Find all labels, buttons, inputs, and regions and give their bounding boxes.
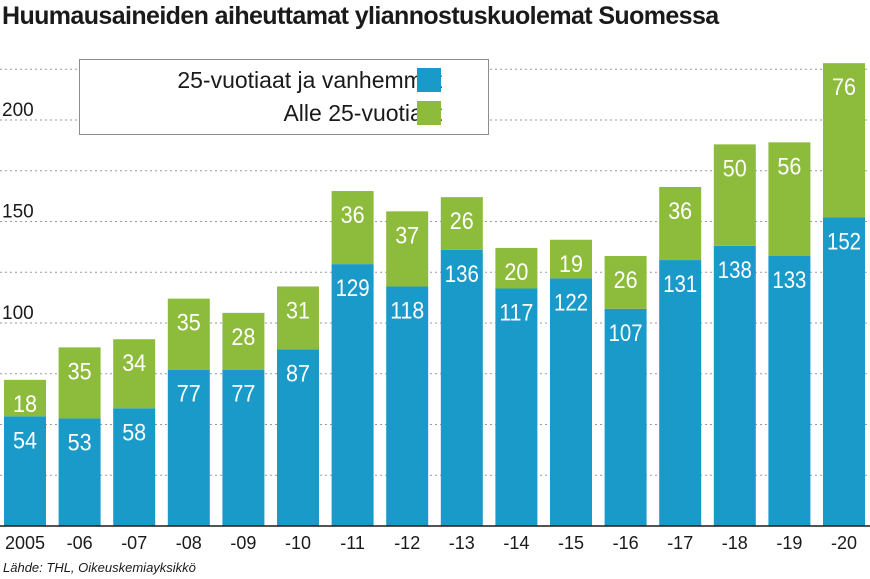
- bar-segment-adults: [713, 245, 756, 527]
- bar-segment-adults: [386, 286, 429, 526]
- bar-value-adults: 54: [13, 427, 37, 454]
- chart-title: Huumausaineiden aiheuttamat yliannostusk…: [2, 2, 719, 30]
- bar-segment-youth: [440, 197, 483, 250]
- bar-value-youth: 37: [395, 222, 419, 249]
- bar-value-youth: 19: [559, 251, 583, 278]
- bar-segment-adults: [277, 349, 319, 526]
- x-tick-label: -16: [613, 533, 639, 553]
- bar-value-youth: 31: [286, 297, 310, 324]
- bar-value-adults: 117: [499, 299, 533, 326]
- chart-source: Lähde: THL, Oikeuskemiayksikkö: [3, 560, 196, 575]
- bar-segment-adults: [823, 217, 865, 526]
- x-tick-label: -11: [340, 533, 365, 553]
- bar-segment-youth: [495, 247, 538, 289]
- bar-segment-youth: [222, 312, 265, 370]
- y-tick-label: 100: [2, 303, 34, 324]
- bar-segment-youth: [823, 63, 865, 218]
- legend-swatch-adults: [417, 68, 441, 92]
- bar-segment-youth: [4, 379, 46, 417]
- x-tick-label: -07: [121, 533, 147, 553]
- bar-segment-youth: [768, 142, 811, 257]
- bar-value-youth: 26: [450, 208, 474, 235]
- bar-value-adults: 133: [772, 267, 806, 294]
- legend-item-adults: 25-vuotiaat ja vanhemmat: [177, 65, 442, 95]
- bar-segment-adults: [604, 308, 647, 526]
- bar-value-adults: 122: [554, 289, 588, 316]
- bar-value-youth: 76: [832, 74, 856, 101]
- bar-segment-adults: [222, 369, 265, 526]
- bar-value-adults: 118: [390, 297, 424, 324]
- x-tick-label: -12: [394, 533, 420, 553]
- x-tick-label: 2005: [5, 533, 45, 553]
- x-tick-label: -20: [831, 533, 857, 553]
- bar-value-adults: 107: [609, 320, 643, 347]
- bar-value-youth: 36: [341, 202, 365, 229]
- legend-swatch-youth: [417, 101, 441, 125]
- bar-value-youth: 18: [13, 391, 37, 418]
- bar-segment-adults: [167, 369, 210, 526]
- bar-value-adults: 77: [231, 381, 255, 408]
- bar-value-youth: 36: [668, 198, 692, 225]
- bar-value-youth: 34: [122, 350, 146, 377]
- bar-value-adults: 136: [445, 261, 479, 288]
- bar-value-youth: 35: [68, 358, 92, 385]
- x-tick-label: -19: [776, 533, 802, 553]
- bar-segment-youth: [713, 144, 756, 246]
- bar-segment-youth: [550, 239, 592, 279]
- bar-value-adults: 53: [68, 429, 92, 456]
- x-tick-label: -18: [722, 533, 748, 553]
- bar-segment-youth: [659, 186, 702, 261]
- bar-segment-youth: [58, 347, 101, 419]
- x-tick-label: -17: [667, 533, 693, 553]
- x-tick-label: -10: [285, 533, 311, 553]
- bar-segment-adults: [331, 264, 374, 526]
- bar-segment-youth: [386, 211, 429, 287]
- chart-legend: 25-vuotiaat ja vanhemmat Alle 25-vuotiaa…: [79, 59, 489, 135]
- bar-value-adults: 58: [122, 419, 146, 446]
- bar-segment-youth: [113, 339, 156, 409]
- y-tick-label: 200: [2, 100, 34, 121]
- bar-segment-adults: [495, 288, 538, 526]
- bar-value-adults: 129: [336, 275, 370, 302]
- bar-segment-adults: [768, 256, 811, 526]
- x-tick-label: -08: [176, 533, 202, 553]
- bar-segment-adults: [550, 278, 592, 526]
- bar-value-youth: 35: [177, 310, 201, 337]
- bar-value-adults: 152: [827, 228, 861, 255]
- bar-value-youth: 28: [231, 324, 255, 351]
- bar-segment-adults: [58, 418, 101, 526]
- bar-value-adults: 77: [177, 381, 201, 408]
- x-tick-label: -09: [230, 533, 256, 553]
- bar-segment-adults: [659, 260, 702, 526]
- bar-value-youth: 50: [723, 155, 747, 182]
- bar-segment-adults: [440, 249, 483, 527]
- bar-value-youth: 56: [777, 153, 801, 180]
- bar-segment-youth: [167, 298, 210, 370]
- bar-value-youth: 26: [614, 267, 638, 294]
- bar-segment-youth: [604, 256, 647, 309]
- bar-segment-adults: [4, 416, 46, 526]
- legend-item-youth: Alle 25-vuotiaat: [283, 98, 442, 128]
- legend-label-youth: Alle 25-vuotiaat: [283, 99, 442, 126]
- x-tick-label: -06: [67, 533, 93, 553]
- x-tick-label: -14: [503, 533, 529, 553]
- y-tick-label: 150: [2, 202, 34, 223]
- bar-value-adults: 87: [286, 360, 310, 387]
- bar-segment-adults: [113, 408, 156, 526]
- bar-segment-youth: [277, 286, 319, 350]
- bar-value-adults: 138: [718, 257, 752, 284]
- bar-value-adults: 131: [663, 271, 697, 298]
- x-tick-label: -15: [558, 533, 584, 553]
- legend-label-adults: 25-vuotiaat ja vanhemmat: [177, 66, 442, 93]
- x-tick-label: -13: [449, 533, 475, 553]
- bar-value-youth: 20: [504, 259, 528, 286]
- bar-segment-youth: [331, 191, 374, 265]
